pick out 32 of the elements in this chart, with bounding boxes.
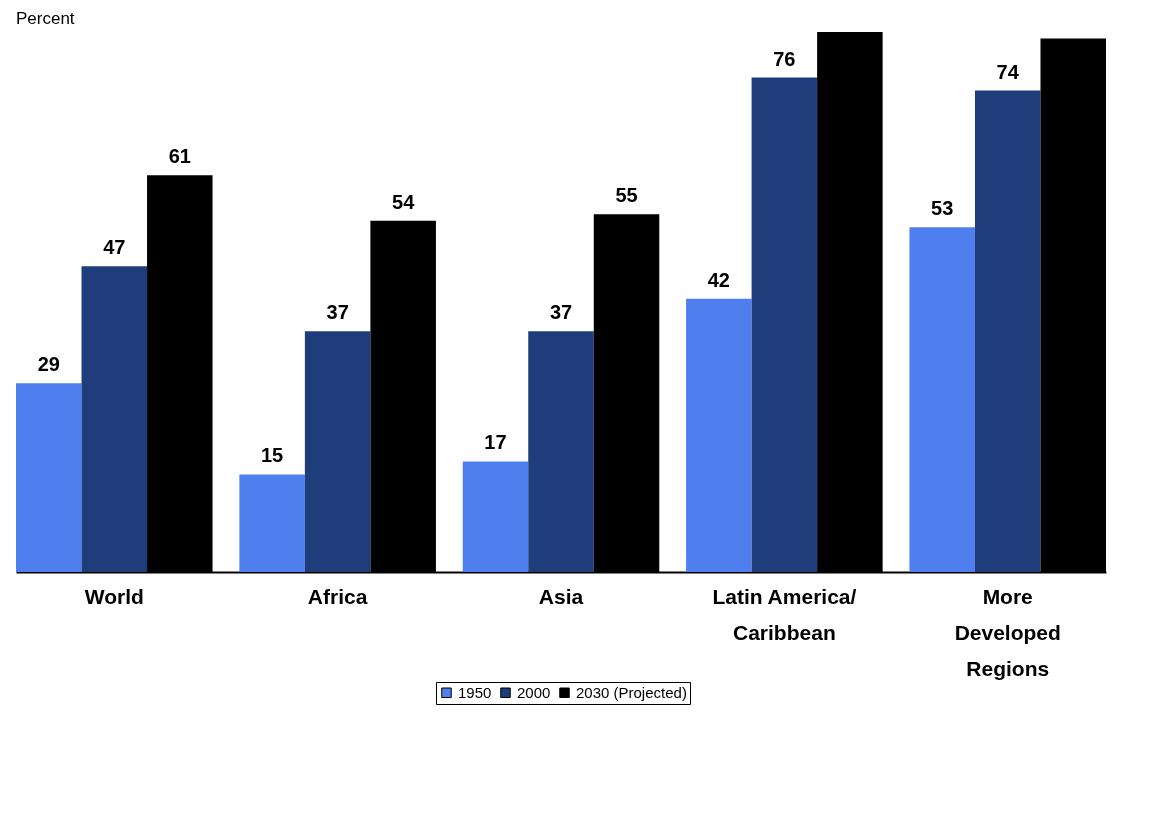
bar [304,331,371,572]
data-label: 54 [392,190,416,213]
x-tick-label: Africa [307,584,368,608]
data-label: 61 [168,145,191,168]
data-label: 47 [103,236,126,259]
x-tick-label: More Developed Regions [954,584,1061,680]
legend-label: 1950 [458,683,492,701]
data-label: 74 [996,60,1020,83]
bar [239,474,305,572]
bar [16,383,82,572]
x-tick-label: World [84,584,144,608]
data-label: 37 [549,301,573,324]
bar [528,331,594,572]
data-label: 37 [326,301,349,324]
data-label: 29 [37,353,60,376]
bar [909,227,975,572]
data-label: 55 [615,184,638,207]
chart-title: Percent [16,9,75,28]
x-tick-label: Asia [538,584,584,608]
data-label: 53 [931,197,954,220]
bar [462,461,529,572]
data-label: 17 [484,431,507,454]
data-label: 42 [707,268,730,291]
bar [751,77,818,572]
legend-label: 2000 [517,683,551,701]
bar [974,90,1041,572]
legend-label: 2030 (Projected) [576,683,687,701]
data-label: 15 [261,444,284,467]
bar [686,298,752,572]
bar [81,266,148,572]
data-label: 76 [773,47,796,70]
x-tick-label: Latin America/ Caribbean [712,584,857,644]
